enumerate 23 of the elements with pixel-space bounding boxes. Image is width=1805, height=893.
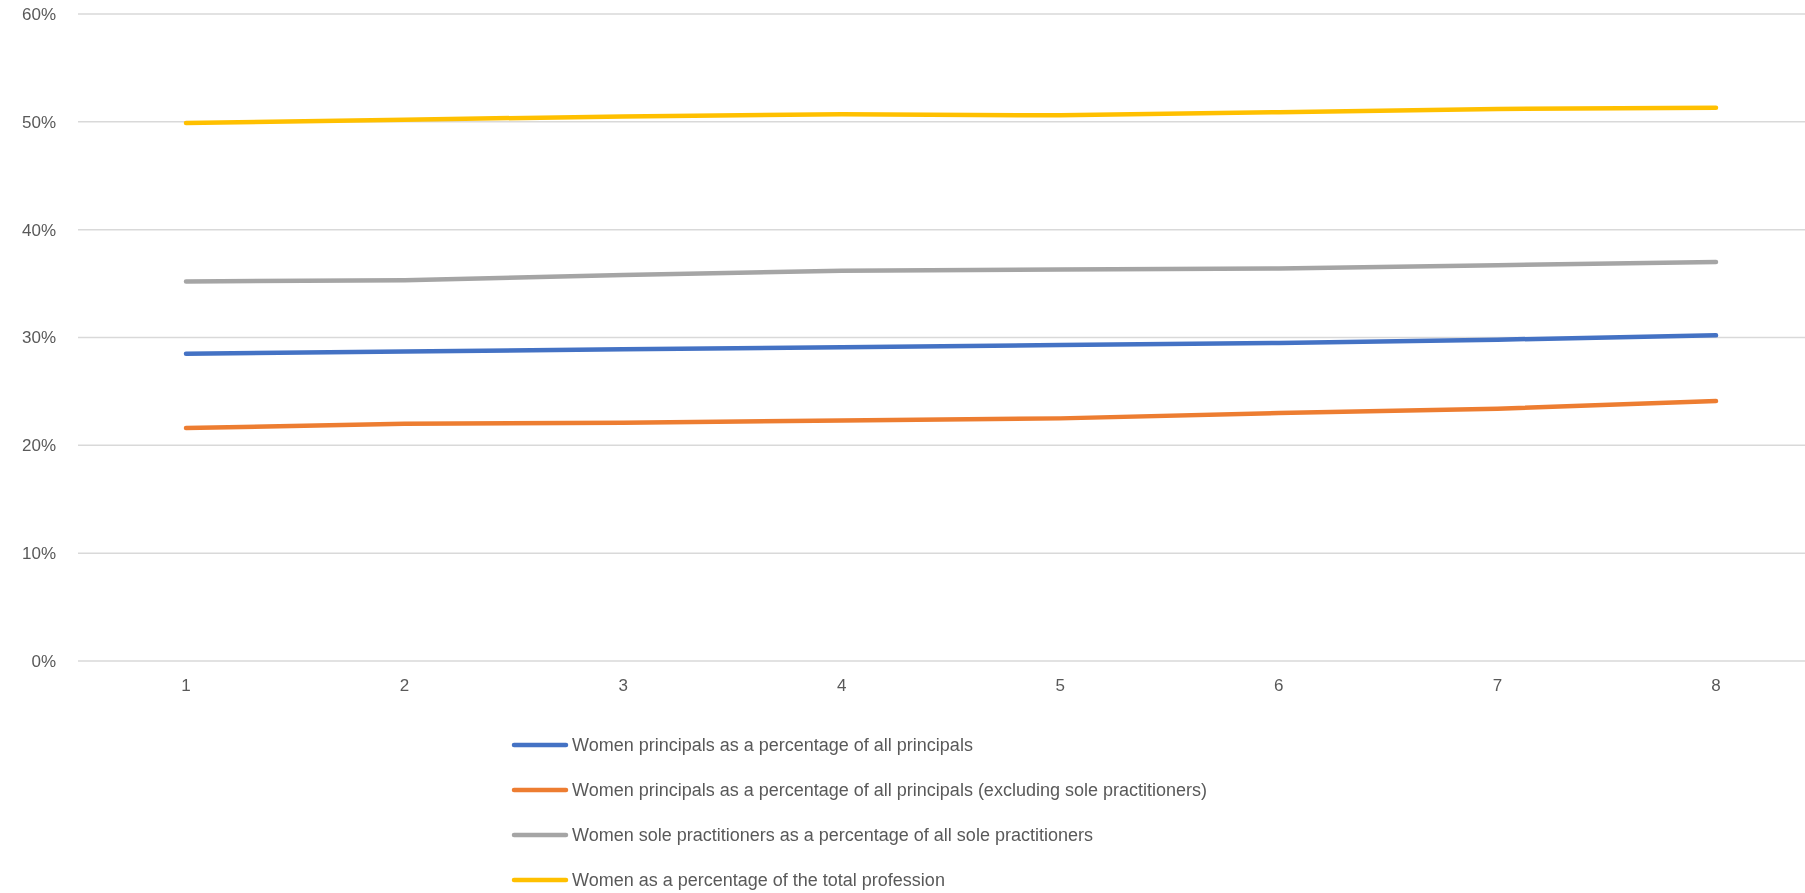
legend-label: Women principals as a percentage of all principals (excluding sole practitioners)	[572, 780, 1207, 801]
x-tick-label: 4	[836, 676, 847, 695]
x-tick-label: 3	[618, 676, 628, 695]
line-series	[183, 105, 1719, 126]
x-tick-label: 2	[399, 676, 410, 695]
y-tick-label: 10%	[21, 544, 56, 564]
y-tick-label: 0%	[31, 651, 56, 671]
line-series	[183, 333, 1719, 356]
x-tick-label: 5	[1055, 676, 1066, 695]
y-tick-label: 30%	[21, 328, 56, 348]
y-tick-label: 50%	[21, 112, 56, 132]
x-tick-label: 8	[1711, 676, 1721, 695]
legend-label: Women as a percentage of the total profession	[572, 870, 945, 891]
y-tick-label: 60%	[21, 4, 56, 24]
y-tick-label: 40%	[21, 220, 56, 240]
line-series	[183, 398, 1719, 431]
y-tick-label: 20%	[21, 436, 56, 456]
x-tick-label: 1	[181, 676, 191, 695]
x-tick-label: 7	[1492, 676, 1503, 695]
line-series	[183, 259, 1719, 284]
x-tick-label: 6	[1274, 676, 1284, 695]
legend-label: Women principals as a percentage of all principals	[572, 735, 973, 756]
legend-label: Women sole practitioners as a percentage of all sole practitioners	[572, 825, 1093, 846]
